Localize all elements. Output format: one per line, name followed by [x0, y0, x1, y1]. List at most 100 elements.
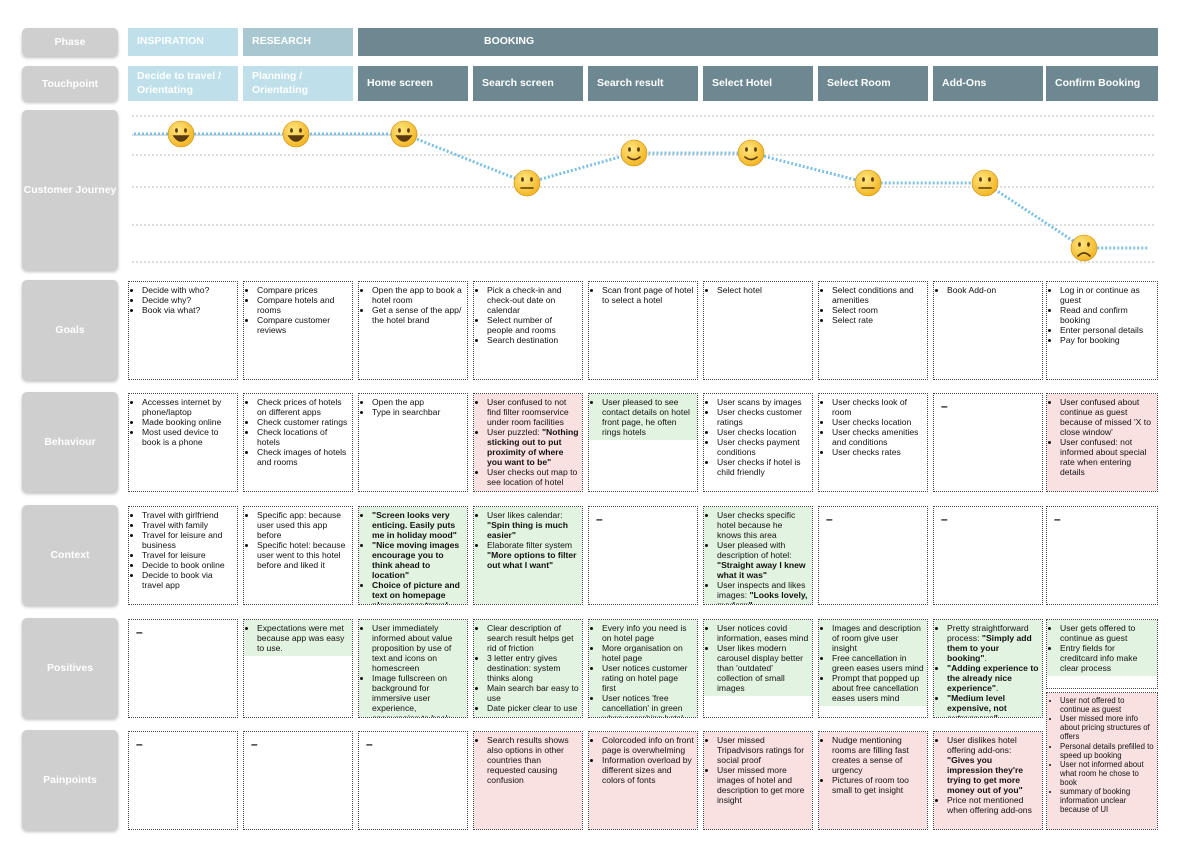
phase-header: INSPIRATION [128, 28, 238, 56]
item: User checks location [832, 417, 924, 427]
touchpoint-header: Home screen [358, 66, 468, 101]
cell-content: Book Add-on [934, 282, 1042, 298]
cell: User dislikes hotel offering add-ons: "G… [933, 731, 1043, 830]
item-quote: "Looks lovely, modern" [717, 590, 808, 604]
cell: – [1046, 506, 1158, 605]
cell-content: User notices covid information, eases mi… [704, 620, 812, 697]
emoji-face [513, 169, 541, 197]
emoji-mouth [627, 156, 641, 161]
item-text: User pleased with description of hotel: [717, 540, 792, 561]
item-list: User missed Tripadvisors ratings for soc… [706, 735, 809, 805]
item: Read and confirm booking [1060, 305, 1154, 325]
item-list: Select hotel [706, 285, 809, 295]
item: Check locations of hotels [257, 427, 349, 447]
cell: Search results shows also options in oth… [473, 731, 583, 830]
cell-content: Pick a check-in and check-out date on ca… [474, 282, 582, 348]
item-text: . [995, 683, 999, 694]
item-quote: "Gives you impression they're trying to … [947, 755, 1024, 796]
cell: User pleased to see contact details on h… [588, 393, 698, 492]
cell: Accesses internet by phone/laptopMade bo… [128, 393, 238, 492]
item: Specific hotel: because user went to thi… [257, 540, 349, 570]
cell: Travel with girlfriendTravel with family… [128, 506, 238, 605]
item: Elaborate filter system "More options to… [487, 540, 579, 570]
item: User notices covid information, eases mi… [717, 623, 809, 643]
item: User checks specific hotel because he kn… [717, 510, 809, 540]
cell: Pretty straightforward process: "Simply … [933, 619, 1043, 718]
row-label: Touchpoint [22, 66, 118, 101]
cell-content: User scans by imagesUser checks customer… [704, 394, 812, 480]
emoji-eye [754, 147, 757, 152]
item-list: User gets offered to continue as guestEn… [1049, 623, 1154, 673]
item: Search destination [487, 335, 579, 345]
cell: Select conditions and amenitiesSelect ro… [818, 281, 928, 380]
item-list: Open the appType in searchbar [361, 397, 464, 417]
cell-content: Every info you need is on hotel pageMore… [589, 620, 697, 717]
emoji-eye [299, 128, 302, 133]
emoji-eye [1087, 242, 1090, 247]
cell: Pick a check-in and check-out date on ca… [473, 281, 583, 380]
cell: – [588, 506, 698, 605]
item: User pleased with description of hotel: … [717, 540, 809, 580]
phase-header: RESEARCH [243, 28, 353, 56]
cell-content: – [129, 732, 237, 756]
item: Compare customer reviews [257, 315, 349, 335]
item: Made booking online [142, 417, 234, 427]
emoji-face [282, 120, 310, 148]
emoji-eye [628, 147, 631, 152]
item: Open the app to book a hotel room [372, 285, 464, 305]
cell-content: User missed Tripadvisors ratings for soc… [704, 732, 812, 829]
item: Nudge mentioning rooms are filling fast … [832, 735, 924, 775]
cell: Scan front page of hotel to select a hot… [588, 281, 698, 380]
cell-content: Decide with who?Decide why?Book via what… [129, 282, 237, 318]
item: Every info you need is on hotel page [602, 623, 694, 643]
item-list: User checks specific hotel because he kn… [706, 510, 809, 604]
item: User immediately informed about value pr… [372, 623, 464, 673]
item-list: Every info you need is on hotel pageMore… [591, 623, 694, 717]
item-list: Open the app to book a hotel roomGet a s… [361, 285, 464, 325]
emoji-eye [637, 147, 640, 152]
row-label: Phase [22, 28, 118, 56]
row-label: Context [22, 505, 118, 605]
item-list: "Screen looks very enticing. Easily puts… [361, 510, 464, 604]
item: User puzzled: "Nothing sticking out to p… [487, 427, 579, 467]
cell: User scans by imagesUser checks customer… [703, 393, 813, 492]
cell-content: User not offered to continue as guestUse… [1047, 693, 1157, 829]
item-quote: "More options to filter out what I want" [487, 550, 577, 571]
emoji-face [390, 120, 418, 148]
emoji-eye [530, 177, 533, 182]
emoji-eye [862, 177, 865, 182]
cell-content: Pretty straightforward process: "Simply … [934, 620, 1042, 717]
cell: Open the appType in searchbar [358, 393, 468, 492]
item: Book via what? [142, 305, 234, 315]
item-list: User notices covid information, eases mi… [706, 623, 809, 693]
journey-line [134, 132, 1148, 250]
cell-content: User confused about continue as guest be… [1047, 394, 1157, 491]
item: User checks look of room [832, 397, 924, 417]
item-list: Specific app: because user used this app… [246, 510, 349, 570]
item: User missed more images of hotel and des… [717, 765, 809, 805]
item: 3 letter entry gives destination: system… [487, 653, 579, 683]
dash: – [941, 399, 948, 413]
item: summary of booking information unclear b… [1060, 787, 1154, 814]
emoji-eye [745, 147, 748, 152]
cell-content: – [244, 732, 352, 756]
item-list: Clear description of search result helps… [476, 623, 579, 713]
touchpoint-header: Add-Ons [933, 66, 1043, 101]
item-text: User likes calendar: [487, 510, 563, 520]
item: Image fullscreen on background for immer… [372, 673, 464, 717]
item-text: Elaborate filter system [487, 540, 573, 551]
cell: Book Add-on [933, 281, 1043, 380]
cell-content: – [934, 394, 1042, 418]
item-list: User dislikes hotel offering add-ons: "G… [936, 735, 1039, 815]
item: "Adding experience to the already nice e… [947, 663, 1039, 693]
item-list: Scan front page of hotel to select a hot… [591, 285, 694, 305]
item: Check prices of hotels on different apps [257, 397, 349, 417]
cell-content: Specific app: because user used this app… [244, 507, 352, 573]
emoji-eye [521, 177, 524, 182]
item: User not offered to continue as guest [1060, 696, 1154, 714]
cell-content: Compare pricesCompare hotels and roomsCo… [244, 282, 352, 338]
cell-content: Expectations were met because app was ea… [244, 620, 352, 657]
item: Log in or continue as guest [1060, 285, 1154, 305]
dash: – [596, 512, 603, 526]
item: User checks payment conditions [717, 437, 809, 457]
